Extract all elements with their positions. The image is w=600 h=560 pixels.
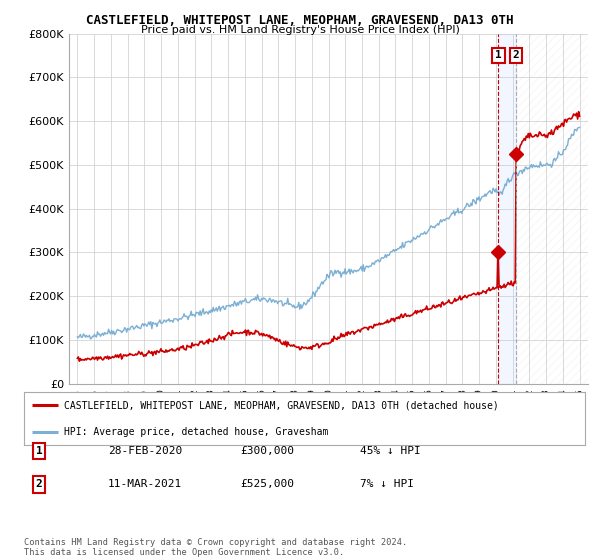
Text: 2: 2 [35, 479, 43, 489]
Text: 11-MAR-2021: 11-MAR-2021 [108, 479, 182, 489]
Text: 28-FEB-2020: 28-FEB-2020 [108, 446, 182, 456]
Text: HPI: Average price, detached house, Gravesham: HPI: Average price, detached house, Grav… [64, 427, 329, 437]
Text: £300,000: £300,000 [240, 446, 294, 456]
Text: Contains HM Land Registry data © Crown copyright and database right 2024.
This d: Contains HM Land Registry data © Crown c… [24, 538, 407, 557]
Text: Price paid vs. HM Land Registry's House Price Index (HPI): Price paid vs. HM Land Registry's House … [140, 25, 460, 35]
Text: CASTLEFIELD, WHITEPOST LANE, MEOPHAM, GRAVESEND, DA13 0TH: CASTLEFIELD, WHITEPOST LANE, MEOPHAM, GR… [86, 14, 514, 27]
Text: 1: 1 [495, 50, 502, 60]
Bar [499, 34, 516, 384]
Text: 1: 1 [35, 446, 43, 456]
Text: 2: 2 [512, 50, 520, 60]
Text: CASTLEFIELD, WHITEPOST LANE, MEOPHAM, GRAVESEND, DA13 0TH (detached house): CASTLEFIELD, WHITEPOST LANE, MEOPHAM, GR… [64, 400, 499, 410]
Text: 7% ↓ HPI: 7% ↓ HPI [360, 479, 414, 489]
Bar [516, 34, 588, 384]
Text: 45% ↓ HPI: 45% ↓ HPI [360, 446, 421, 456]
Text: £525,000: £525,000 [240, 479, 294, 489]
